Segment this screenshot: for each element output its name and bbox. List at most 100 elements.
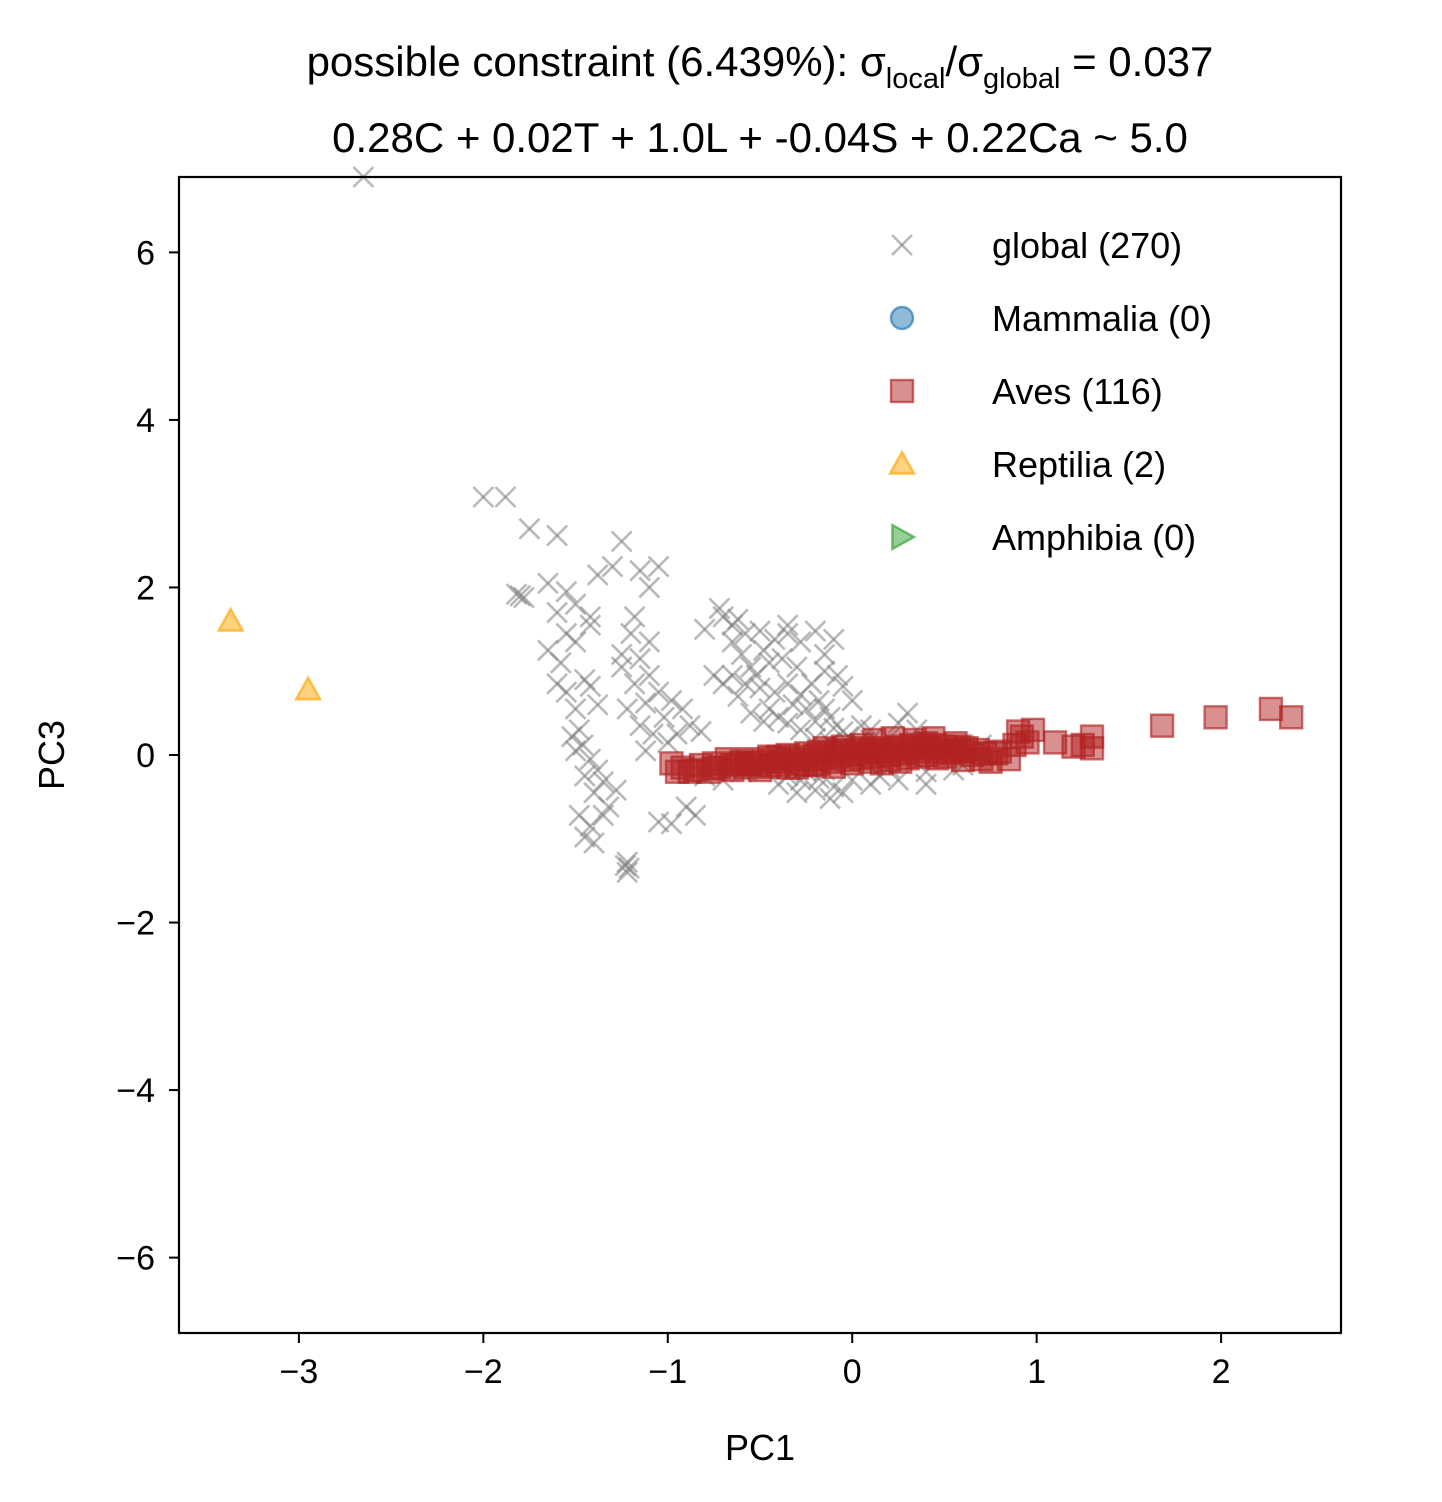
data-point [785, 781, 808, 804]
data-point [804, 620, 827, 642]
legend-label: Reptilia (2) [992, 444, 1166, 485]
chart-title-mid: /σ [945, 38, 983, 85]
data-point [583, 832, 605, 854]
data-point [579, 605, 602, 628]
data-point [943, 731, 968, 756]
axis-ticks: −3 −2 −1 0 1 2 −6 −4 −2 0 2 4 6 [116, 234, 1230, 1391]
y-tick-label: −2 [116, 905, 155, 943]
data-point [749, 620, 771, 642]
data-point [804, 710, 827, 733]
data-point [730, 643, 753, 666]
chart-subtitle: 0.28C + 0.02T + 1.0L + -0.04S + 0.22Ca ~… [332, 114, 1188, 161]
data-point [851, 736, 876, 761]
legend-marker [891, 234, 913, 256]
chart-title-subscript-global: global [983, 63, 1060, 95]
data-point [795, 698, 818, 720]
data-point [586, 693, 609, 716]
data-point [678, 714, 701, 737]
data-point [546, 524, 569, 547]
y-tick-label: 2 [136, 569, 155, 607]
data-point [906, 744, 931, 769]
data-point [564, 593, 587, 616]
data-point [739, 702, 762, 725]
data-point [579, 815, 602, 838]
plot-area-frame [177, 175, 1343, 1335]
data-point [690, 720, 712, 743]
data-point [216, 606, 245, 632]
data-point [826, 664, 849, 687]
data-point [618, 857, 640, 880]
y-axis-label: PC3 [31, 720, 72, 790]
data-point [623, 672, 646, 695]
legend-label: global (270) [992, 225, 1182, 266]
data-point [776, 712, 799, 735]
data-point [512, 586, 535, 609]
data-point [664, 759, 690, 784]
data-point [776, 672, 799, 695]
data-point [987, 739, 1012, 764]
data-point [579, 748, 602, 771]
data-point [675, 796, 698, 818]
data-point [1079, 736, 1105, 761]
data-point [763, 681, 786, 704]
y-tick-label: 4 [136, 402, 155, 440]
data-point [832, 675, 854, 698]
data-point [623, 605, 646, 628]
legend-label: Aves (116) [992, 371, 1163, 412]
data-point [813, 660, 836, 683]
x-tick-label: 2 [1212, 1353, 1231, 1391]
y-tick-label: −6 [116, 1240, 155, 1278]
legend-label: Mammalia (0) [992, 298, 1212, 339]
data-point [509, 584, 532, 607]
data-point [579, 675, 602, 698]
data-point [832, 781, 854, 804]
data-point [601, 555, 624, 578]
data-point [294, 675, 323, 701]
data-point [749, 677, 771, 699]
data-point [776, 614, 799, 637]
data-point [619, 622, 642, 645]
data-point [536, 572, 559, 595]
data-point [642, 723, 664, 745]
data-point [758, 651, 781, 674]
data-point [564, 739, 587, 762]
data-point [859, 773, 882, 796]
data-point [638, 630, 661, 653]
plot-points [216, 166, 1304, 884]
data-point [616, 861, 639, 884]
x-tick-label: −3 [280, 1353, 319, 1391]
data-point [605, 779, 628, 802]
data-point [518, 517, 541, 540]
data-point [546, 601, 569, 624]
data-point [629, 559, 652, 582]
y-tick-label: −4 [116, 1072, 155, 1110]
data-point [564, 698, 587, 720]
data-point [564, 630, 587, 653]
data-point [629, 647, 652, 670]
data-point [789, 630, 812, 653]
data-point [610, 530, 633, 553]
x-tick-label: −1 [648, 1353, 687, 1391]
data-point [813, 643, 836, 666]
data-point [869, 751, 894, 776]
legend-marker [887, 449, 917, 475]
data-point [555, 580, 578, 603]
data-point [634, 692, 657, 714]
data-point [666, 723, 688, 745]
data-point [638, 664, 661, 687]
x-tick-label: −2 [464, 1353, 503, 1391]
y-tick-label: 6 [136, 234, 155, 272]
data-point [721, 630, 744, 653]
data-point [702, 664, 725, 687]
data-point [586, 563, 609, 586]
data-point [1020, 717, 1046, 743]
data-point [494, 486, 517, 508]
y-tick-label: 0 [136, 737, 155, 775]
data-point [610, 643, 633, 666]
data-point [822, 628, 845, 651]
data-point [616, 698, 639, 720]
legend: global (270) Mammalia (0) Aves (116) Reptil… [887, 225, 1212, 558]
data-point [915, 773, 937, 796]
data-point [1258, 696, 1284, 722]
